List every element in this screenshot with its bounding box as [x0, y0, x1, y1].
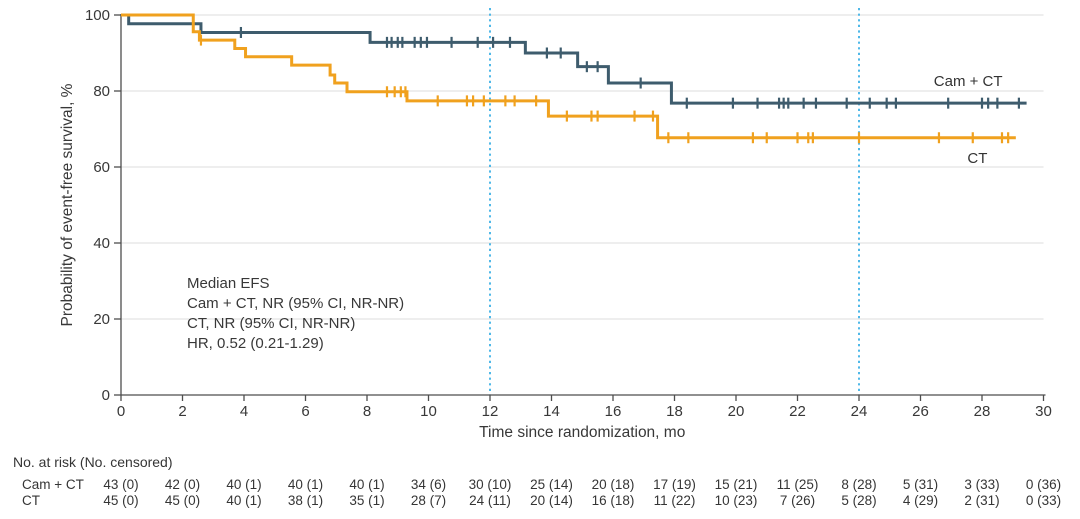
y-tick-label: 0 — [102, 387, 110, 404]
annotation-line: Median EFS — [187, 275, 270, 292]
x-tick-label: 28 — [974, 403, 991, 420]
median-efs-annotation: Median EFS Cam + CT, NR (95% CI, NR-NR) CT… — [187, 275, 404, 352]
y-tick-label: 60 — [93, 159, 110, 176]
ct-censor-marks — [199, 34, 1010, 144]
y-tick-label: 80 — [93, 83, 110, 100]
y-tick-label: 100 — [85, 7, 110, 24]
x-tick-label: 8 — [363, 403, 371, 420]
x-tick-label: 20 — [728, 403, 745, 420]
x-tick-label: 6 — [301, 403, 309, 420]
x-axis-title: Time since randomization, mo — [479, 424, 685, 441]
ct-curve — [121, 13, 1016, 140]
x-tick-label: 2 — [178, 403, 186, 420]
annotation-line: Cam + CT, NR (95% CI, NR-NR) — [187, 295, 404, 312]
x-tick-labels: 0 2 4 6 8 10 12 14 16 18 20 22 24 26 28 30 — [117, 403, 1052, 420]
ct-series-label: CT — [967, 150, 987, 167]
x-tick-label: 30 — [1035, 403, 1052, 420]
x-tick-label: 14 — [543, 403, 560, 420]
x-tick-label: 26 — [912, 403, 929, 420]
y-gridlines — [121, 14, 1044, 320]
x-tick-label: 18 — [666, 403, 683, 420]
camct-censor-marks — [239, 26, 1021, 109]
annotation-line: HR, 0.52 (0.21-1.29) — [187, 335, 324, 352]
y-tick-label: 40 — [93, 235, 110, 252]
axes — [114, 14, 1046, 401]
x-tick-label: 22 — [789, 403, 806, 420]
x-tick-label: 12 — [482, 403, 499, 420]
annotation-line: CT, NR (95% CI, NR-NR) — [187, 315, 355, 332]
y-axis-title: Probability of event-free survival, % — [59, 83, 76, 326]
camct-series-label: Cam + CT — [934, 73, 1003, 90]
x-tick-label: 10 — [420, 403, 437, 420]
x-tick-label: 16 — [605, 403, 622, 420]
camct-curve — [121, 13, 1027, 105]
x-tick-label: 4 — [240, 403, 248, 420]
y-tick-label: 20 — [93, 311, 110, 328]
x-tick-label: 0 — [117, 403, 125, 420]
x-tick-label: 24 — [851, 403, 868, 420]
y-tick-labels: 0 20 40 60 80 100 — [85, 7, 110, 404]
